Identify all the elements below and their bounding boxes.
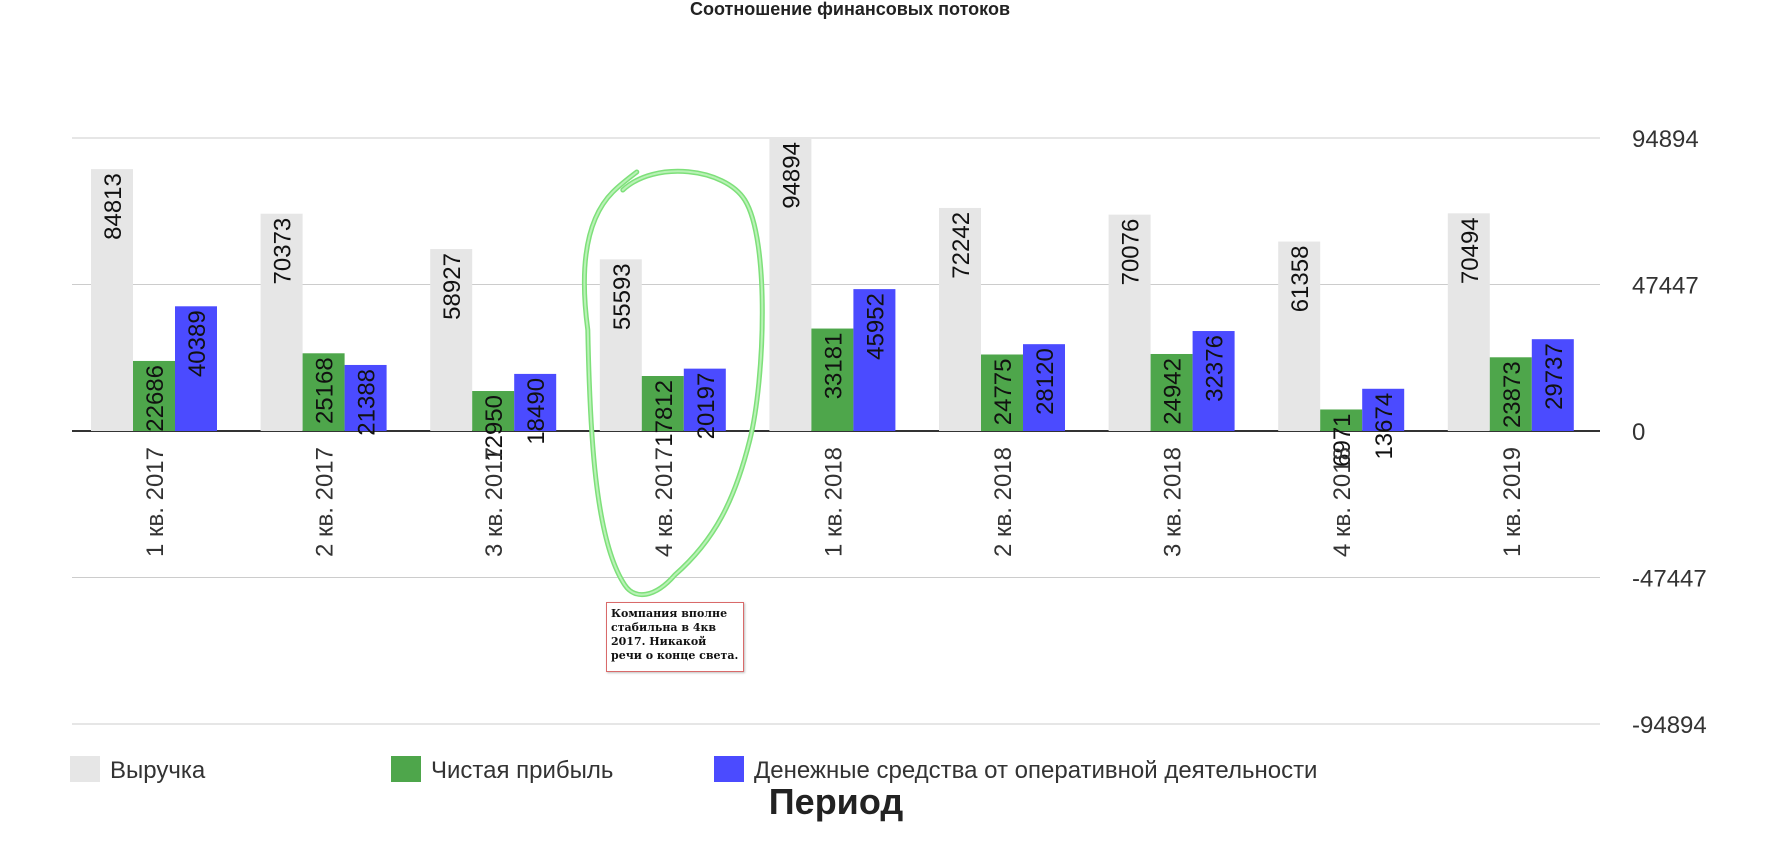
bar-net-profit [981,354,1023,431]
value-label: 24775 [990,359,1017,426]
x-tick-label: 2 кв. 2018 [990,447,1017,557]
bar-net-profit [811,328,854,431]
value-label: 70076 [1118,219,1145,286]
bar-operating-cash [514,373,557,431]
x-tick-label: 4 кв. 2017 [651,447,678,557]
x-axis-label: Период [769,781,904,822]
x-tick-label: 1 кв. 2018 [820,447,847,557]
y-axis-ticks: 94894 47447 0 -47447 -94894 [1632,126,1707,739]
bar-operating-cash [853,289,896,431]
x-tick-label: 2 кв. 2017 [312,447,339,557]
legend-swatch [391,756,421,782]
value-label: 20197 [693,373,720,440]
bar-net-profit [641,376,684,431]
bar-net-profit [133,360,175,431]
value-label: 70494 [1457,217,1484,284]
bar-revenue [769,138,812,431]
value-label: 72242 [948,212,975,279]
value-label: 23873 [1499,361,1526,428]
bar-revenue [430,249,473,431]
bar-revenue [1278,241,1321,431]
bar-net-profit [302,353,345,431]
y-tick-label: 94894 [1632,126,1699,153]
bar-operating-cash [344,364,387,431]
bar-operating-cash [1192,331,1235,431]
bar-operating-cash [1531,339,1574,431]
legend-label: Выручка [110,757,206,784]
bar-net-profit [1489,357,1532,431]
value-label: 61358 [1287,246,1314,313]
chart-title: Соотношение финансовых потоков [690,0,1010,19]
value-label: 40389 [184,310,211,377]
y-tick-label: 0 [1632,419,1645,446]
value-label: 12950 [481,395,508,462]
value-label: 32376 [1202,335,1229,402]
legend-label: Чистая прибыль [431,757,613,784]
value-label: 55593 [609,263,636,330]
bar-revenue [599,259,642,431]
y-tick-label: 47447 [1632,273,1699,300]
x-axis-ticks: 1 кв. 2017 2 кв. 2017 3 кв. 2017 4 кв. 2017… [142,447,1526,557]
y-tick-label: -94894 [1632,712,1707,739]
legend-swatch [714,756,744,782]
value-label: 21388 [354,369,381,436]
value-label: 17812 [651,380,678,447]
bar-revenue [1447,213,1490,431]
legend-label: Денежные средства от оперативной деятель… [754,757,1317,784]
bar-revenue [1108,214,1151,431]
value-label: 24942 [1160,358,1187,425]
x-tick-label: 1 кв. 2019 [1499,447,1526,557]
x-tick-label: 3 кв. 2017 [481,447,508,557]
value-label: 58927 [439,253,466,320]
bar-net-profit [1150,353,1193,431]
value-label: 94894 [778,142,805,209]
value-label: 84813 [100,173,127,240]
bar-operating-cash [683,368,726,431]
annotation-note: Компания вполне стабильна в 4кв 2017. Ни… [606,602,744,672]
value-label: 45952 [862,293,889,360]
value-labels: 84813 22686 40389 70373 25168 21388 58927 12950… [100,142,1568,467]
bar-revenue [91,169,133,432]
value-label: 18490 [523,378,550,445]
bar-net-profit [472,391,515,431]
value-label: 22686 [142,365,169,432]
value-label: 29737 [1541,343,1568,410]
x-tick-label: 4 кв. 2018 [1329,447,1356,557]
legend-swatch [70,756,100,782]
value-label: 33181 [820,333,847,400]
bar-revenue [260,213,303,431]
value-label: 28120 [1032,348,1059,415]
y-tick-label: -47447 [1632,566,1707,593]
legend: Выручка Чистая прибыль Денежные средства о… [70,756,1317,784]
highlight-ellipse-inner [583,170,764,596]
bar-operating-cash [1362,388,1405,431]
value-label: 25168 [312,357,339,424]
value-label: 13674 [1371,393,1398,460]
bar-net-profit [1320,409,1363,431]
value-label: 70373 [270,218,297,285]
value-label: 6971 [1329,413,1356,466]
bars [91,138,1574,432]
bar-revenue [939,207,981,431]
bar-operating-cash [1023,344,1065,431]
x-tick-label: 3 кв. 2018 [1160,447,1187,557]
bar-operating-cash [175,306,217,431]
x-tick-label: 1 кв. 2017 [142,447,169,557]
